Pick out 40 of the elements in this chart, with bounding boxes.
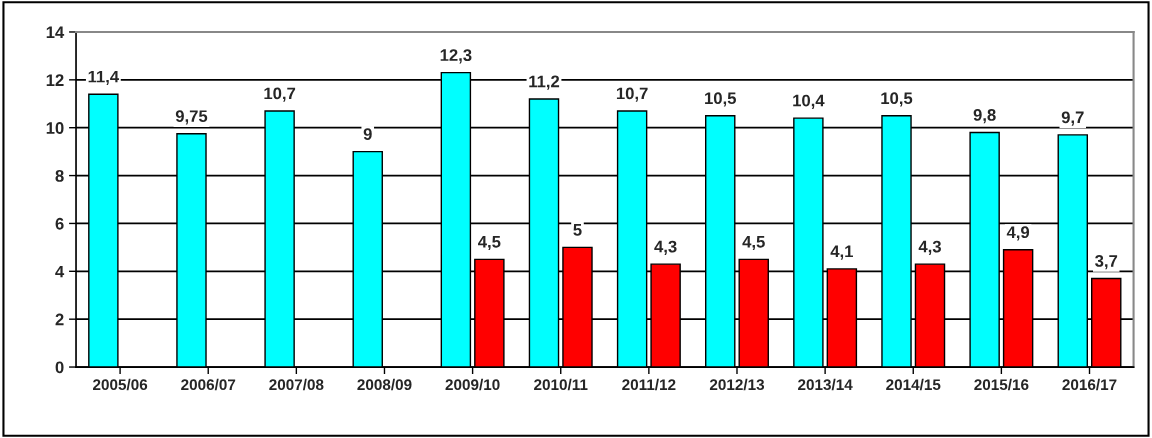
- data-label: 4,3: [918, 240, 941, 255]
- data-label: 10,5: [881, 92, 913, 107]
- y-tick-label: 8: [55, 169, 64, 182]
- data-label: 9,7: [1061, 111, 1084, 126]
- data-label: 10,5: [705, 92, 736, 107]
- data-label: 9,8: [973, 109, 996, 124]
- x-tick-label: 2012/13: [709, 378, 765, 391]
- x-tick-label: 2011/12: [622, 378, 676, 391]
- x-tick-label: 2015/16: [974, 378, 1029, 391]
- y-tick-label: 4: [55, 265, 65, 278]
- y-tick-label: 14: [46, 26, 65, 39]
- x-tick-label: 2013/14: [798, 378, 853, 391]
- data-label: 9,75: [175, 110, 208, 125]
- y-tick-label: 10: [46, 122, 64, 134]
- data-label: 10,7: [264, 87, 296, 102]
- data-label: 5: [573, 224, 582, 236]
- x-tick-label: 2014/15: [886, 378, 941, 391]
- data-label: 9: [363, 128, 372, 140]
- data-label: 12,3: [440, 49, 472, 64]
- data-label: 4,5: [742, 236, 765, 251]
- data-label: 3,7: [1095, 255, 1118, 270]
- data-label: 4,1: [830, 245, 853, 260]
- data-label: 10,7: [616, 87, 648, 102]
- x-tick-label: 2006/07: [181, 378, 236, 391]
- data-label: 11,2: [529, 75, 560, 90]
- data-label: 4,3: [654, 240, 677, 255]
- x-tick-label: 2010/11: [534, 378, 588, 391]
- data-label: 11,4: [88, 70, 120, 85]
- data-label: 10,4: [793, 94, 825, 109]
- y-tick-label: 6: [55, 217, 64, 230]
- data-label: 4,9: [1006, 226, 1030, 241]
- data-label: 4,5: [478, 236, 501, 251]
- y-tick-label: 12: [46, 74, 64, 86]
- x-tick-label: 2005/06: [93, 378, 148, 391]
- y-tick-label: 0: [55, 361, 64, 374]
- y-tick-label: 2: [55, 313, 64, 326]
- x-tick-label: 2007/08: [269, 378, 324, 391]
- x-tick-label: 2016/17: [1062, 378, 1117, 391]
- x-tick-label: 2008/09: [357, 378, 412, 391]
- x-tick-label: 2009/10: [445, 378, 500, 391]
